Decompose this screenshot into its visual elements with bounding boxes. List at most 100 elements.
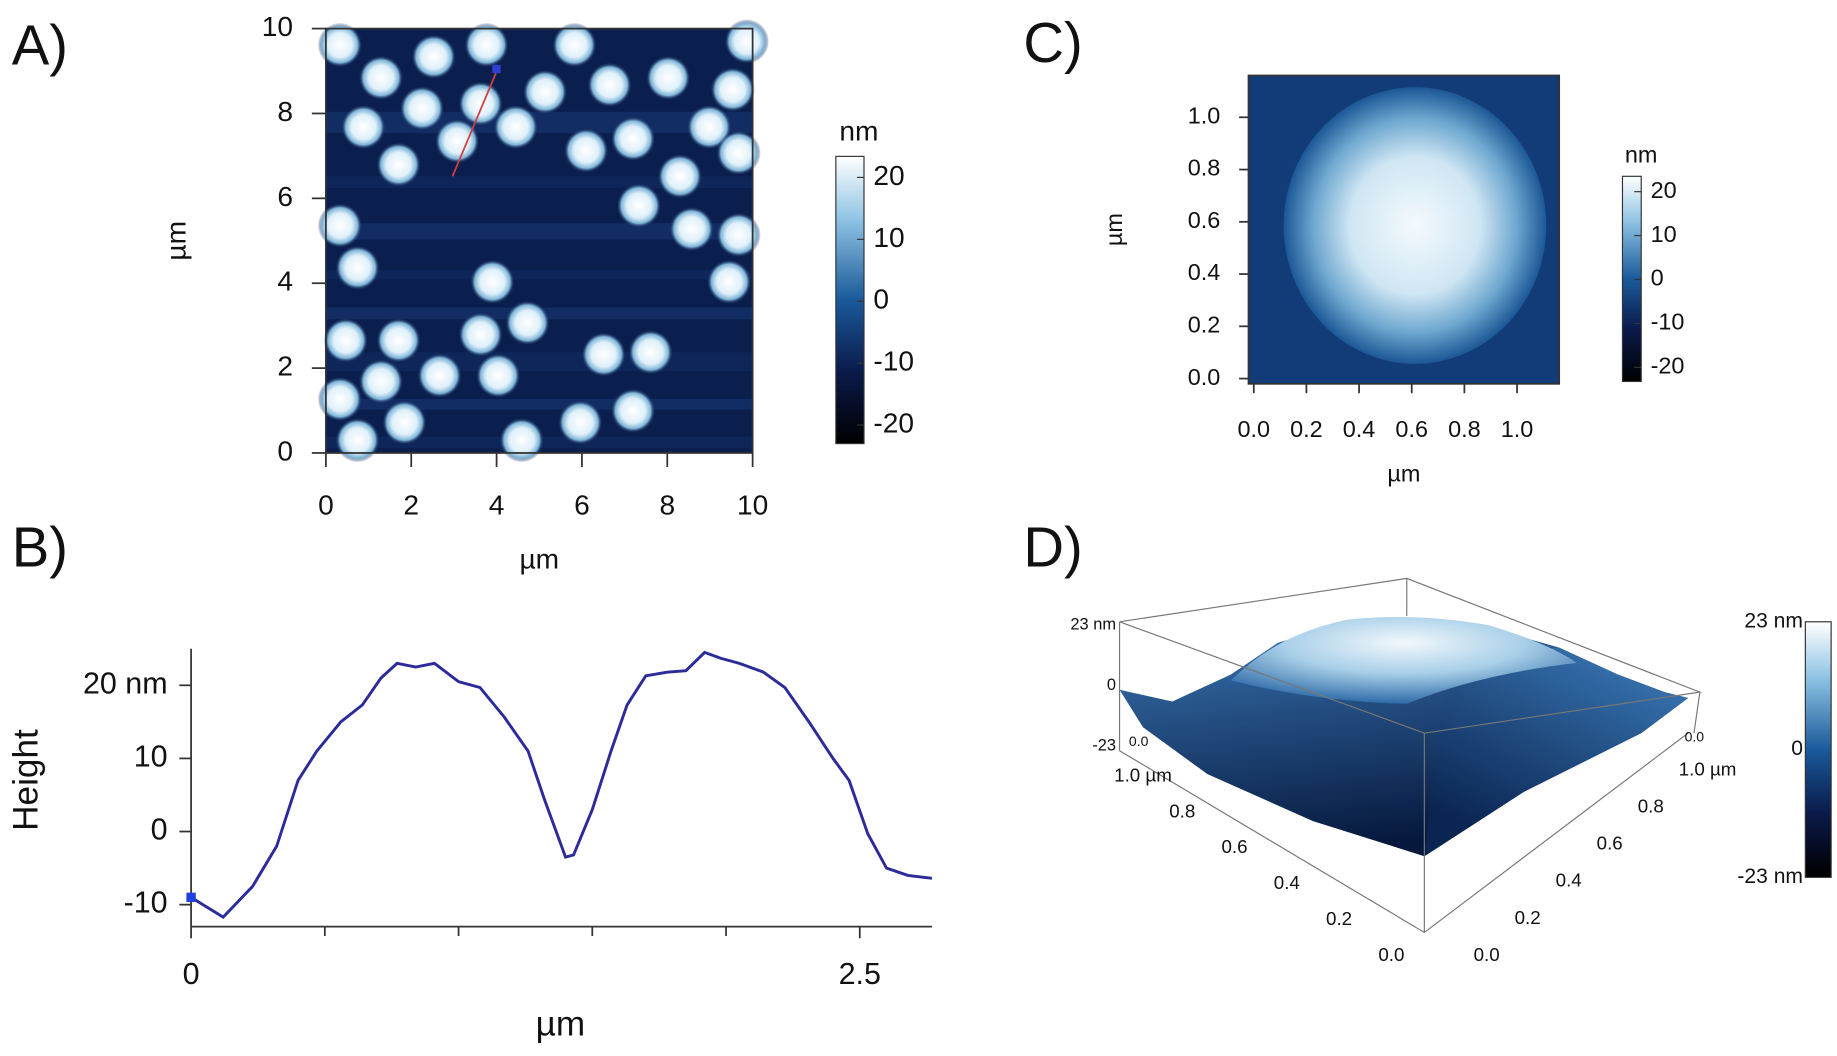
image-stripe xyxy=(325,270,753,280)
y-tick-label: -10 xyxy=(124,886,168,920)
particle xyxy=(610,116,656,162)
y-tick-label: 1.0 µm xyxy=(1679,759,1737,780)
y-tick-label: 1.0 xyxy=(1188,102,1221,128)
particle xyxy=(710,67,755,112)
image-stripe xyxy=(325,223,753,240)
y-tick-label: 0.0 xyxy=(1188,364,1221,390)
particle xyxy=(558,400,603,445)
particle xyxy=(358,55,404,101)
panel-label: B) xyxy=(12,515,68,578)
z-tick-label: -23 xyxy=(1092,736,1116,754)
colorbar-tick-label: 0 xyxy=(873,284,889,315)
profile-line xyxy=(451,72,497,177)
colorbar-tick-label: 0 xyxy=(1651,265,1664,291)
surface-top xyxy=(1230,616,1577,704)
y-tick-label: 0.6 xyxy=(1597,833,1623,854)
y-tick-label: 0 xyxy=(277,435,293,466)
x-tick-label: 0 xyxy=(183,957,200,991)
colorbar-tick-label: -20 xyxy=(873,407,914,438)
x-tick-label: 10 xyxy=(737,489,768,520)
colorbar-label: nm xyxy=(839,115,878,146)
particles xyxy=(317,19,770,463)
particle xyxy=(686,104,732,150)
particle xyxy=(470,259,515,305)
colorbar-tick-label: 23 nm xyxy=(1744,609,1803,632)
x-tick-label: 0.6 xyxy=(1395,416,1428,442)
particle xyxy=(645,55,691,101)
z-tick-label: 23 nm xyxy=(1070,616,1116,634)
colorbar xyxy=(1804,621,1832,878)
y-tick-label: 6 xyxy=(277,181,293,212)
colorbar-label: nm xyxy=(1625,142,1658,168)
profile-line xyxy=(190,650,933,919)
colorbar-tick-label: -10 xyxy=(1651,309,1685,335)
y-axis-label: µm xyxy=(161,221,192,261)
x-tick-label: 2 xyxy=(403,489,419,520)
panel-label: D) xyxy=(1023,515,1082,578)
particle xyxy=(411,34,457,80)
particle xyxy=(475,353,521,398)
particle xyxy=(657,154,703,199)
particle xyxy=(706,259,752,305)
y-tick-label: 10 xyxy=(134,739,168,773)
panel-label: C) xyxy=(1023,11,1082,74)
particle xyxy=(716,212,761,258)
y-tick-label: 0 xyxy=(151,813,168,847)
bounding-box xyxy=(1118,577,1703,934)
corner-label: 0.0 xyxy=(1129,733,1149,749)
particle xyxy=(323,318,369,363)
x-tick-label: 0.2 xyxy=(1326,908,1352,929)
x-tick-label: 1.0 µm xyxy=(1114,764,1172,785)
particle xyxy=(493,104,539,150)
panel-label: A) xyxy=(12,14,68,77)
particle xyxy=(317,203,363,248)
particle xyxy=(376,142,421,187)
particle xyxy=(417,353,462,398)
x-tick-label: 0.6 xyxy=(1221,836,1247,857)
particle xyxy=(317,22,363,68)
colorbar xyxy=(1621,175,1642,383)
cursor-marker xyxy=(186,892,196,903)
colorbar-tick-label: -10 xyxy=(873,346,914,377)
x-tick-label: 0.8 xyxy=(1448,416,1481,442)
colorbar-tick-label: 10 xyxy=(873,222,904,253)
particle xyxy=(376,318,421,363)
x-tick-label: 6 xyxy=(574,489,590,520)
colorbar-tick-label: 10 xyxy=(1651,221,1677,247)
x-tick-label: 1.0 xyxy=(1501,416,1534,442)
plot-frame xyxy=(325,27,754,454)
particle xyxy=(716,130,761,176)
y-tick-label: 4 xyxy=(277,266,293,297)
y-tick-label: 0.2 xyxy=(1188,312,1221,338)
particle xyxy=(399,86,445,131)
particle xyxy=(552,22,597,68)
colorbar-tick-label: 20 xyxy=(873,160,904,191)
particle xyxy=(1283,87,1547,364)
y-tick-label: 0.8 xyxy=(1188,155,1221,181)
y-tick-label: 2 xyxy=(277,351,293,382)
y-tick-label: 8 xyxy=(277,96,293,127)
particle xyxy=(563,128,609,173)
particle xyxy=(382,400,427,445)
particle xyxy=(724,19,770,64)
y-axis-label: Height xyxy=(6,729,45,831)
x-tick-label: 0 xyxy=(318,489,334,520)
y-tick-label: 0.6 xyxy=(1188,207,1221,233)
y-axis-label: µm xyxy=(1101,213,1127,246)
y-tick-label: 0.8 xyxy=(1638,796,1664,817)
image-stripe xyxy=(325,399,753,410)
image-stripe xyxy=(325,176,753,189)
x-tick-label: 4 xyxy=(489,489,505,520)
x-axis-label: µm xyxy=(536,1005,586,1044)
x-tick-label: 8 xyxy=(659,489,675,520)
particle xyxy=(581,332,627,377)
particle xyxy=(458,312,503,357)
x-tick-label: 0.0 xyxy=(1378,944,1404,965)
x-tick-label: 0.2 xyxy=(1290,416,1323,442)
y-tick-label: 0.4 xyxy=(1556,870,1582,891)
particle xyxy=(358,359,404,404)
particle xyxy=(434,118,480,164)
x-axis-label: µm xyxy=(1387,460,1420,486)
particle xyxy=(464,22,509,68)
